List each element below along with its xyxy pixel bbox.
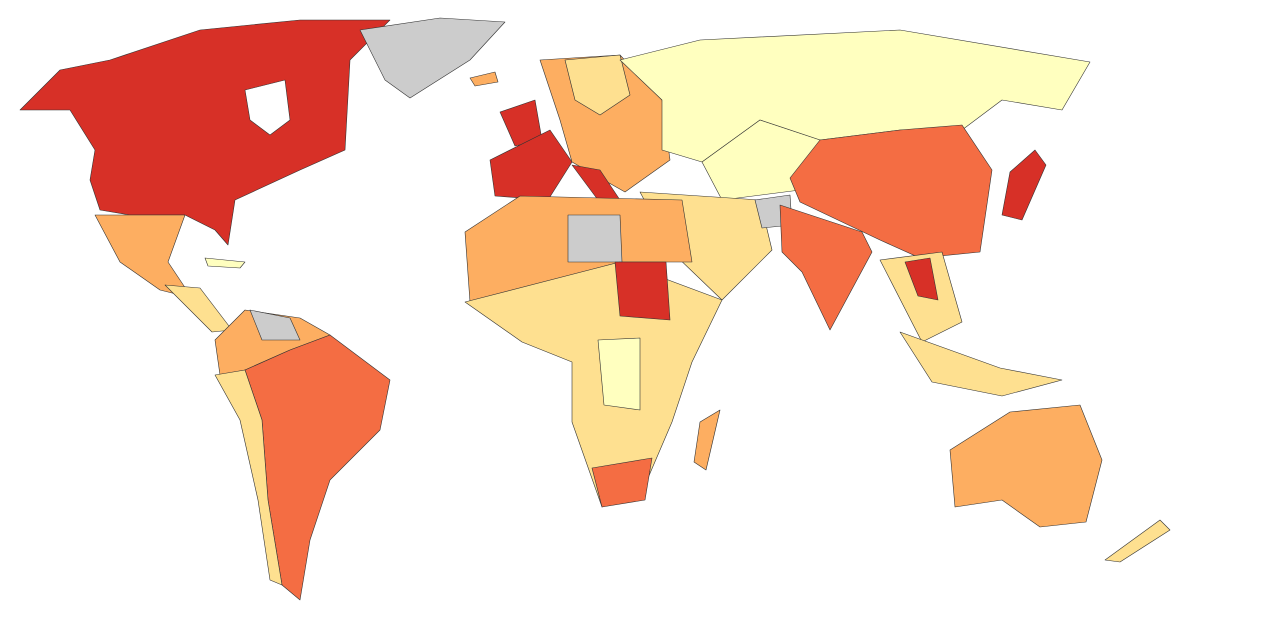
region (899, 331, 1063, 397)
region (879, 251, 963, 343)
region (597, 337, 641, 411)
region (779, 204, 873, 331)
region (204, 257, 246, 269)
water (244, 79, 291, 136)
region (789, 124, 993, 259)
region (359, 17, 506, 99)
region (591, 457, 653, 508)
region (693, 409, 721, 471)
region (94, 214, 193, 299)
region (1001, 149, 1047, 221)
region (1104, 519, 1171, 563)
region (164, 284, 233, 333)
region (614, 261, 671, 321)
region (19, 19, 391, 246)
region (567, 214, 623, 263)
region (214, 369, 283, 586)
region (564, 54, 631, 116)
region (949, 404, 1103, 528)
region (489, 129, 573, 201)
region (249, 309, 301, 341)
region (469, 71, 499, 87)
region (904, 257, 939, 301)
